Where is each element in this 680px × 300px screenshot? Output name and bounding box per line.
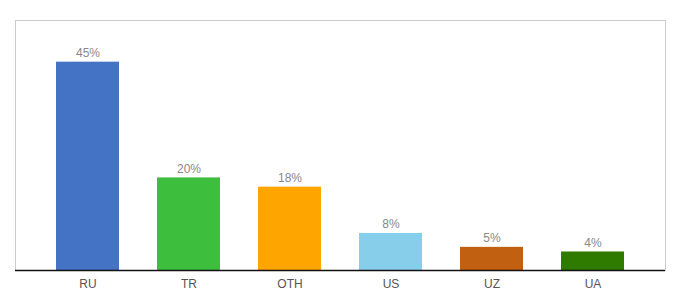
svg-text:RU: RU: [79, 277, 96, 291]
svg-text:UZ: UZ: [484, 277, 500, 291]
svg-text:OTH: OTH: [277, 277, 302, 291]
svg-text:20%: 20%: [177, 162, 201, 176]
svg-text:UA: UA: [585, 277, 602, 291]
svg-text:18%: 18%: [278, 171, 302, 185]
svg-text:45%: 45%: [76, 46, 100, 60]
svg-text:4%: 4%: [584, 236, 602, 250]
svg-text:5%: 5%: [483, 231, 501, 245]
svg-text:US: US: [383, 277, 400, 291]
svg-text:8%: 8%: [382, 217, 400, 231]
svg-text:TR: TR: [181, 277, 197, 291]
